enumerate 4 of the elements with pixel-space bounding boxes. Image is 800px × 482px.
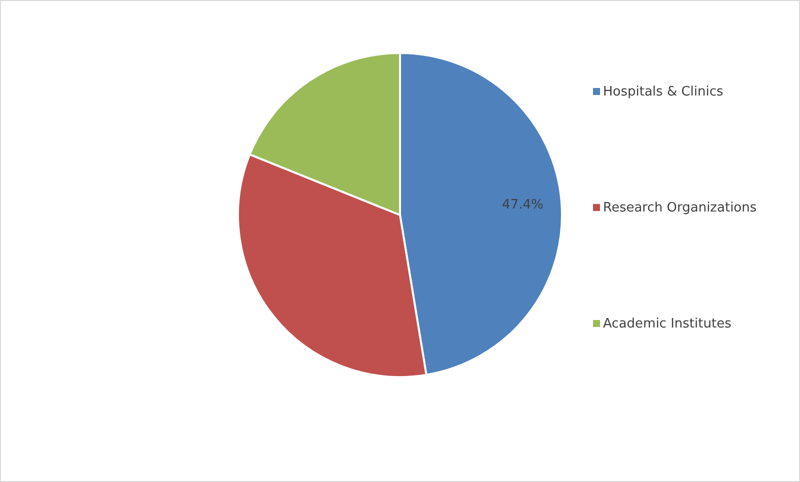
legend-label: Research Organizations: [603, 200, 757, 216]
legend-label: Hospitals & Clinics: [603, 84, 724, 100]
data-label: 47.4%: [502, 197, 544, 212]
legend-label: Academic Institutes: [603, 316, 732, 332]
